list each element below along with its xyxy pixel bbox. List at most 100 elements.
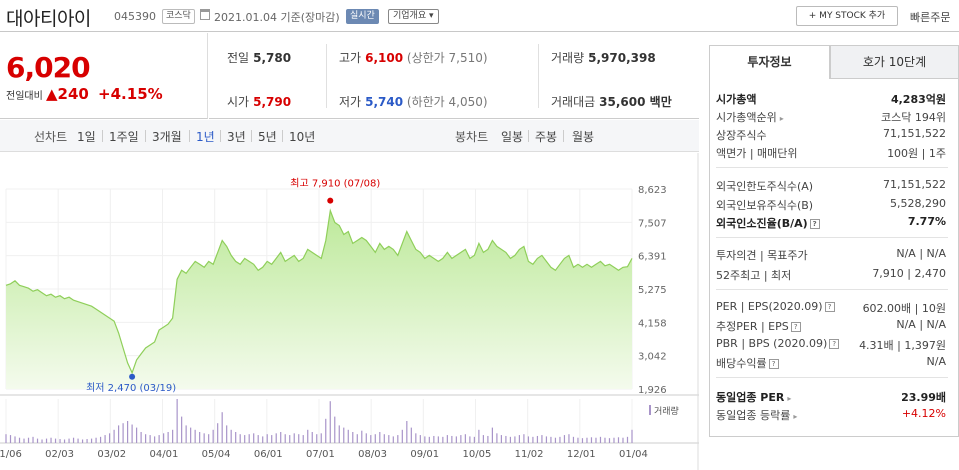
per-row: PER | EPS(2020.09)? 602.00배 | 10원 <box>716 300 946 315</box>
high-marker <box>327 197 334 204</box>
divider <box>563 130 564 142</box>
arrow-icon: ▸ <box>787 394 792 403</box>
x-tick-label: 04/01 <box>150 449 179 460</box>
period-10y[interactable]: 10년 <box>289 130 316 144</box>
base-date: 2021.01.04 기준(장마감) <box>214 11 340 24</box>
divider <box>251 130 252 142</box>
high-label: 최고 7,910 (07/08) <box>290 178 380 190</box>
divider <box>220 130 221 142</box>
price-stats: 전일 5,780 고가 6,100 (상한가 7,510) 거래량 5,970,398… <box>209 33 699 119</box>
open-price: 시가 5,790 <box>227 95 292 109</box>
candle-daily[interactable]: 일봉 <box>501 130 524 144</box>
candle-weekly[interactable]: 주봉 <box>535 130 558 144</box>
x-tick-label: 01/06 <box>0 449 22 460</box>
foreign-holding-row: 외국인보유주식수(B) 5,528,290 <box>716 197 946 212</box>
volume-legend: 거래량 <box>654 405 679 417</box>
help-icon: ? <box>829 339 840 349</box>
divider <box>326 44 327 108</box>
lower-limit: (하한가 4,050) <box>406 95 488 109</box>
add-mystock-button[interactable]: + MY STOCK 추가 <box>796 6 898 26</box>
calendar-icon <box>200 9 210 20</box>
help-icon: ? <box>824 302 835 312</box>
x-tick-label: 02/03 <box>45 449 74 460</box>
divider <box>716 237 948 238</box>
divider <box>145 130 146 142</box>
candle-monthly[interactable]: 월봉 <box>572 130 595 144</box>
stock-code: 045390 <box>114 10 156 23</box>
divider <box>716 167 948 168</box>
market-cap-row: 시가총액 4,283억원 <box>716 93 946 106</box>
chart-period-bar: 선차트 1일 1주일 3개월 1년 3년 5년 10년 봉차트 일봉 주봉 월봉 <box>0 120 699 152</box>
divider <box>716 377 948 378</box>
realtime-button[interactable]: 실시간 <box>346 9 379 24</box>
high-price: 고가 6,100 (상한가 7,510) <box>339 51 488 65</box>
tab-quote-10[interactable]: 호가 10단계 <box>830 45 959 79</box>
foreign-ratio-row: 외국인소진율(B/A)? 7.77% <box>716 215 946 230</box>
upper-limit: (상한가 7,510) <box>406 51 488 65</box>
y-tick-label: 3,042 <box>638 352 667 363</box>
y-tick-label: 5,275 <box>638 285 667 296</box>
change-percent: +4.15% <box>98 85 163 103</box>
company-overview-dropdown[interactable]: 기업개요 ▾ <box>388 9 439 24</box>
current-price: 6,020 <box>6 51 91 84</box>
period-1d[interactable]: 1일 <box>77 130 96 144</box>
x-tick-label: 10/05 <box>463 449 492 460</box>
x-tick-label: 12/01 <box>567 449 596 460</box>
period-5y[interactable]: 5년 <box>258 130 277 144</box>
x-tick-label: 11/02 <box>515 449 544 460</box>
tab-investment-info[interactable]: 투자정보 <box>709 45 830 79</box>
x-tick-label: 06/01 <box>254 449 283 460</box>
52week-row: 52주최고 | 최저 7,910 | 2,470 <box>716 267 946 282</box>
divider <box>282 130 283 142</box>
x-tick-label: 09/01 <box>410 449 439 460</box>
volume-stat: 거래량 5,970,398 <box>551 51 656 65</box>
change-amount: ▲240 <box>46 85 89 103</box>
industry-per-row: 동일업종 PER ▸ 23.99배 <box>716 391 946 404</box>
market-cap-rank-row: 시가총액순위 ▸ 코스닥 194위 <box>716 111 946 124</box>
foreign-limit-row: 외국인한도주식수(A) 71,151,522 <box>716 178 946 193</box>
industry-rate-row: 동일업종 등락률 ▸ +4.12% <box>716 407 946 422</box>
change-label: 전일대비 <box>6 91 43 102</box>
investment-info-panel: 투자정보 호가 10단계 시가총액 4,283억원 시가총액순위 ▸ 코스닥 194위… <box>709 45 959 437</box>
price-box: 6,020 전일대비 ▲240 +4.15% <box>0 33 208 119</box>
x-tick-label: 05/04 <box>202 449 231 460</box>
divider <box>538 44 539 108</box>
est-per-row: 추정PER | EPS? N/A | N/A <box>716 318 946 333</box>
x-tick-label: 07/01 <box>306 449 335 460</box>
stock-name: 대아티아이 <box>6 8 91 30</box>
divider <box>528 130 529 142</box>
quick-order-link[interactable]: 빠른주문 <box>910 11 951 24</box>
prev-close: 전일 5,780 <box>227 51 292 65</box>
period-1y[interactable]: 1년 <box>196 130 215 144</box>
x-tick-label: 03/02 <box>97 449 126 460</box>
y-tick-label: 8,623 <box>638 185 667 196</box>
low-marker <box>129 373 136 380</box>
par-value-row: 액면가 | 매매단위 100원 | 1주 <box>716 147 946 160</box>
opinion-row: 투자의견 | 목표주가 N/A | N/A <box>716 247 946 262</box>
volume-legend-swatch <box>649 405 651 415</box>
market-tag: 코스닥 <box>162 9 195 24</box>
trade-amount: 거래대금 35,600 백만 <box>551 95 672 109</box>
period-3y[interactable]: 3년 <box>227 130 246 144</box>
period-3m[interactable]: 3개월 <box>152 130 182 144</box>
divider <box>716 289 948 290</box>
help-icon: ? <box>768 359 779 369</box>
x-tick-label: 01/04 <box>619 449 648 460</box>
arrow-icon: ▸ <box>779 114 784 123</box>
arrow-icon: ▸ <box>793 412 798 421</box>
dividend-row: 배당수익률? N/A <box>716 355 946 370</box>
low-label: 최저 2,470 (03/19) <box>86 382 176 394</box>
low-price: 저가 5,740 (하한가 4,050) <box>339 95 488 109</box>
price-area <box>6 210 632 389</box>
price-line <box>5 208 633 375</box>
help-icon: ? <box>790 322 801 332</box>
stock-header: 대아티아이 045390 코스닥 2021.01.04 기준(장마감) 실시간 … <box>0 0 959 32</box>
price-chart[interactable]: 8,623 7,507 6,391 5,275 4,158 3,042 1,926 최고 7,… <box>0 153 699 470</box>
y-tick-label: 1,926 <box>638 385 667 396</box>
y-tick-label: 7,507 <box>638 218 667 229</box>
x-tick-label: 08/03 <box>358 449 387 460</box>
listed-shares-row: 상장주식수 71,151,522 <box>716 127 946 142</box>
period-1w[interactable]: 1주일 <box>109 130 139 144</box>
divider <box>189 130 190 142</box>
pbr-row: PBR | BPS (2020.09)? 4.31배 | 1,397원 <box>716 337 946 352</box>
